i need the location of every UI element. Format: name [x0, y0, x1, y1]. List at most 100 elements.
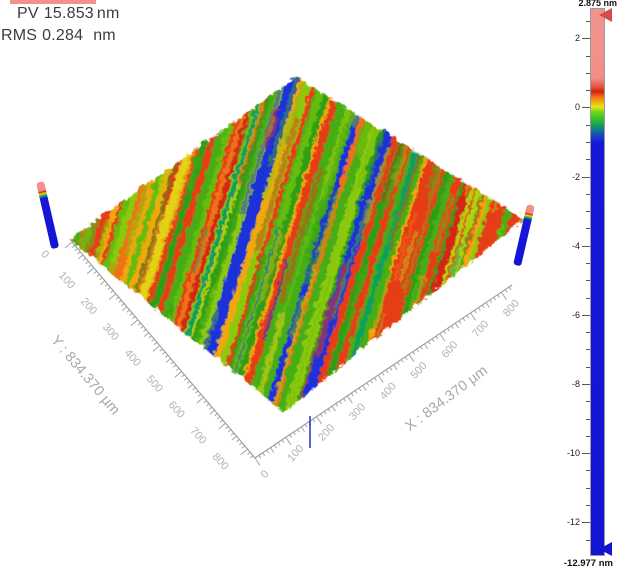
- ruler-tick: [85, 261, 89, 265]
- ruler-tick: [115, 296, 119, 300]
- colorbar-tick: [586, 539, 590, 541]
- ruler-tick: [99, 280, 106, 286]
- y-tick-label: 300: [100, 321, 121, 343]
- ruler-tick: [121, 306, 128, 311]
- x-axis-ruler: [254, 284, 513, 459]
- ruler-tick: [474, 310, 477, 314]
- ruler-tick: [489, 299, 493, 304]
- ruler-tick: [458, 320, 462, 324]
- x-tick-label: 500: [408, 360, 429, 382]
- colorbar-tick: [582, 38, 590, 40]
- colorbar-tick: [586, 90, 590, 92]
- colorbar-tick: [586, 21, 590, 22]
- ruler-tick: [108, 293, 117, 300]
- ruler-tick: [454, 322, 460, 329]
- ruler-tick: [96, 274, 100, 277]
- colorbar-tick: [586, 297, 590, 299]
- ruler-tick: [137, 322, 141, 326]
- ruler-tick: [343, 398, 346, 402]
- colorbar-top-marker[interactable]: [599, 8, 612, 22]
- ruler-tick: [175, 367, 180, 371]
- ruler-tick: [197, 393, 202, 397]
- ruler-tick: [219, 419, 224, 423]
- ruler-tick: [485, 302, 490, 308]
- pv-label: PV: [17, 5, 39, 22]
- colorbar-tick: [586, 332, 590, 334]
- ruler-tick: [258, 455, 262, 459]
- ruler-tick: [431, 338, 435, 342]
- colorbar-tick: [586, 142, 590, 143]
- ruler-tick: [354, 390, 358, 394]
- colorbar-tick-label: -12: [566, 517, 580, 528]
- ruler-tick: [331, 405, 336, 412]
- ruler-tick: [366, 382, 370, 386]
- z-post-right: [513, 204, 535, 266]
- ruler-tick: [107, 286, 111, 290]
- ruler-tick: [373, 377, 377, 381]
- colorbar-tick: [582, 107, 590, 109]
- ruler-tick: [218, 422, 226, 430]
- colorbar-tick: [586, 487, 590, 489]
- ruler-tick: [104, 283, 108, 287]
- ruler-tick: [151, 338, 155, 342]
- ruler-tick: [241, 445, 246, 449]
- ruler-tick: [320, 413, 323, 418]
- ruler-tick: [443, 330, 447, 335]
- ruler-tick: [481, 304, 485, 309]
- colorbar-tick: [586, 401, 590, 403]
- ruler-tick: [174, 371, 183, 378]
- colorbar-tick: [582, 245, 590, 247]
- colorbar-tick: [582, 314, 590, 316]
- colorbar-tick: [586, 72, 590, 74]
- ruler-tick: [162, 351, 166, 355]
- ruler-tick: [86, 267, 95, 275]
- rms-unit: nm: [93, 27, 116, 44]
- ruler-tick: [423, 343, 429, 350]
- ruler-tick: [203, 400, 207, 404]
- colorbar-tick: [586, 280, 590, 282]
- colorbar-tick: [586, 193, 590, 195]
- ruler-tick: [240, 448, 248, 456]
- y-tick-label: 100: [56, 270, 77, 292]
- ruler-tick: [214, 413, 218, 417]
- ruler-tick: [439, 333, 446, 342]
- colorbar-tick: [586, 228, 590, 230]
- ruler-tick: [385, 369, 389, 374]
- ruler-tick: [435, 335, 439, 340]
- colorbar-tick: [582, 453, 590, 455]
- ruler-tick: [346, 395, 353, 404]
- ruler-tick: [173, 364, 177, 368]
- ruler-tick: [450, 325, 454, 329]
- ruler-tick: [254, 457, 261, 466]
- ruler-tick: [296, 429, 300, 433]
- y-tick-label: 200: [78, 296, 99, 318]
- surface-heightmap[interactable]: [68, 75, 522, 410]
- y-tick-label: 0: [38, 248, 51, 261]
- ruler-tick: [143, 332, 150, 337]
- colorbar-bottom-marker[interactable]: [599, 542, 612, 556]
- ruler-tick: [477, 307, 481, 311]
- x-tick-label: 600: [439, 339, 460, 361]
- ruler-tick: [164, 354, 169, 358]
- ruler-tick: [412, 351, 416, 355]
- ruler-tick: [312, 418, 316, 423]
- ruler-tick: [227, 429, 232, 433]
- ruler-tick: [129, 312, 133, 316]
- ruler-tick: [181, 374, 185, 378]
- ruler-tick: [416, 348, 420, 353]
- colorbar-tick: [586, 366, 590, 368]
- ruler-tick: [99, 277, 103, 281]
- colorbar-tick-label: -10: [566, 448, 580, 459]
- x-tick-label: 0: [259, 468, 272, 481]
- ruler-tick: [262, 452, 266, 456]
- colorbar-tick-label: 2: [574, 33, 580, 44]
- ruler-tick: [77, 251, 81, 255]
- ruler-tick: [88, 264, 92, 268]
- ruler-tick: [358, 387, 362, 392]
- ruler-tick: [273, 444, 277, 449]
- colorbar: 2.875 nm 2 0 -2 -4 -6 -8 -10 -12 -12.977 nm: [556, 0, 618, 575]
- ruler-tick: [304, 424, 308, 428]
- ruler-tick: [327, 408, 331, 412]
- ruler-tick: [285, 437, 292, 445]
